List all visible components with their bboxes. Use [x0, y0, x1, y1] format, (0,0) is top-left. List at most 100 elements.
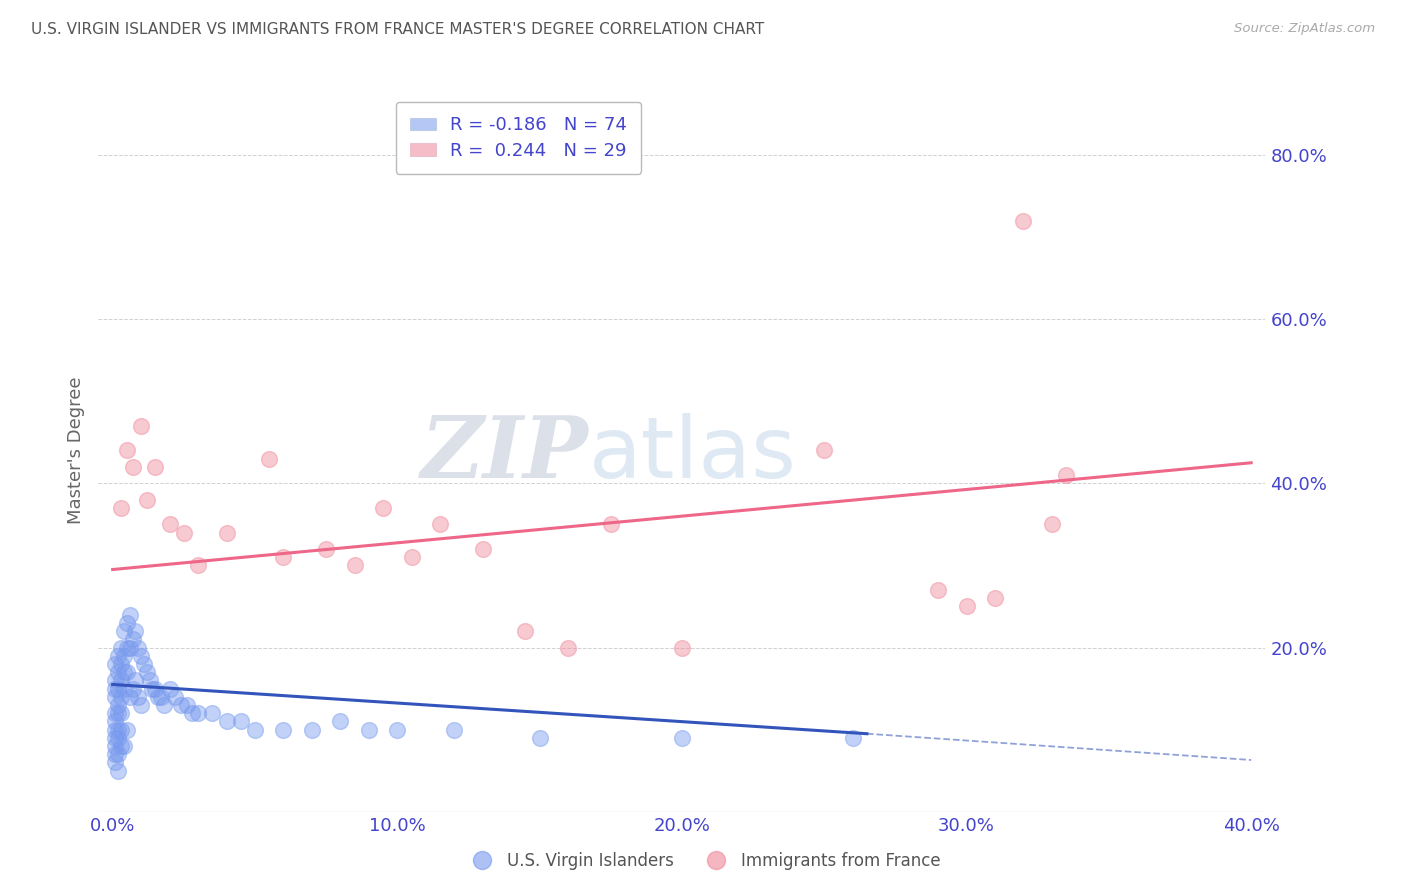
- Point: [138, 673, 160, 688]
- Point: [387, 723, 409, 737]
- Point: [107, 723, 129, 737]
- Point: [104, 714, 127, 729]
- Point: [599, 517, 621, 532]
- Point: [273, 723, 295, 737]
- Point: [118, 607, 141, 622]
- Point: [112, 681, 135, 696]
- Point: [150, 690, 173, 704]
- Point: [110, 690, 132, 704]
- Point: [107, 706, 129, 721]
- Point: [115, 665, 138, 680]
- Point: [173, 525, 195, 540]
- Y-axis label: Master's Degree: Master's Degree: [66, 376, 84, 524]
- Point: [141, 681, 163, 696]
- Point: [229, 714, 252, 729]
- Point: [813, 443, 835, 458]
- Point: [301, 723, 323, 737]
- Point: [1012, 213, 1035, 227]
- Point: [315, 541, 337, 556]
- Point: [112, 648, 135, 663]
- Point: [107, 747, 129, 762]
- Point: [104, 756, 127, 770]
- Point: [955, 599, 977, 614]
- Point: [927, 582, 949, 597]
- Point: [187, 706, 209, 721]
- Point: [104, 673, 127, 688]
- Point: [110, 739, 132, 753]
- Point: [110, 500, 132, 515]
- Point: [187, 558, 209, 573]
- Point: [110, 673, 132, 688]
- Point: [273, 550, 295, 565]
- Point: [429, 517, 451, 532]
- Point: [104, 657, 127, 671]
- Point: [104, 706, 127, 721]
- Point: [115, 615, 138, 630]
- Point: [671, 731, 693, 745]
- Point: [110, 723, 132, 737]
- Text: ZIP: ZIP: [420, 412, 589, 496]
- Point: [115, 723, 138, 737]
- Text: U.S. VIRGIN ISLANDER VS IMMIGRANTS FROM FRANCE MASTER'S DEGREE CORRELATION CHART: U.S. VIRGIN ISLANDER VS IMMIGRANTS FROM …: [31, 22, 765, 37]
- Point: [357, 723, 380, 737]
- Point: [132, 657, 155, 671]
- Point: [529, 731, 551, 745]
- Point: [471, 541, 494, 556]
- Point: [143, 681, 166, 696]
- Point: [129, 418, 152, 433]
- Point: [148, 690, 170, 704]
- Point: [107, 698, 129, 712]
- Point: [401, 550, 423, 565]
- Point: [1054, 468, 1077, 483]
- Point: [129, 698, 152, 712]
- Point: [124, 624, 146, 639]
- Point: [135, 665, 157, 680]
- Text: Source: ZipAtlas.com: Source: ZipAtlas.com: [1234, 22, 1375, 36]
- Point: [104, 739, 127, 753]
- Point: [110, 657, 132, 671]
- Point: [104, 690, 127, 704]
- Point: [110, 706, 132, 721]
- Point: [984, 591, 1007, 606]
- Point: [104, 731, 127, 745]
- Point: [129, 648, 152, 663]
- Point: [181, 706, 204, 721]
- Point: [1040, 517, 1063, 532]
- Point: [201, 706, 224, 721]
- Point: [107, 681, 129, 696]
- Point: [104, 747, 127, 762]
- Point: [104, 681, 127, 696]
- Legend: U.S. Virgin Islanders, Immigrants from France: U.S. Virgin Islanders, Immigrants from F…: [458, 846, 948, 877]
- Point: [841, 731, 863, 745]
- Point: [159, 681, 181, 696]
- Point: [143, 459, 166, 474]
- Point: [110, 640, 132, 655]
- Point: [243, 723, 266, 737]
- Point: [121, 681, 143, 696]
- Point: [557, 640, 579, 655]
- Point: [112, 739, 135, 753]
- Point: [115, 640, 138, 655]
- Point: [118, 690, 141, 704]
- Point: [121, 459, 143, 474]
- Point: [118, 640, 141, 655]
- Point: [107, 731, 129, 745]
- Point: [112, 624, 135, 639]
- Point: [107, 648, 129, 663]
- Legend: R = -0.186   N = 74, R =  0.244   N = 29: R = -0.186 N = 74, R = 0.244 N = 29: [396, 102, 641, 174]
- Point: [215, 525, 238, 540]
- Point: [107, 764, 129, 778]
- Point: [329, 714, 352, 729]
- Point: [170, 698, 193, 712]
- Point: [443, 723, 465, 737]
- Point: [121, 632, 143, 647]
- Point: [107, 665, 129, 680]
- Point: [257, 451, 280, 466]
- Point: [343, 558, 366, 573]
- Point: [127, 690, 149, 704]
- Point: [115, 443, 138, 458]
- Point: [176, 698, 198, 712]
- Point: [515, 624, 537, 639]
- Point: [215, 714, 238, 729]
- Point: [153, 698, 176, 712]
